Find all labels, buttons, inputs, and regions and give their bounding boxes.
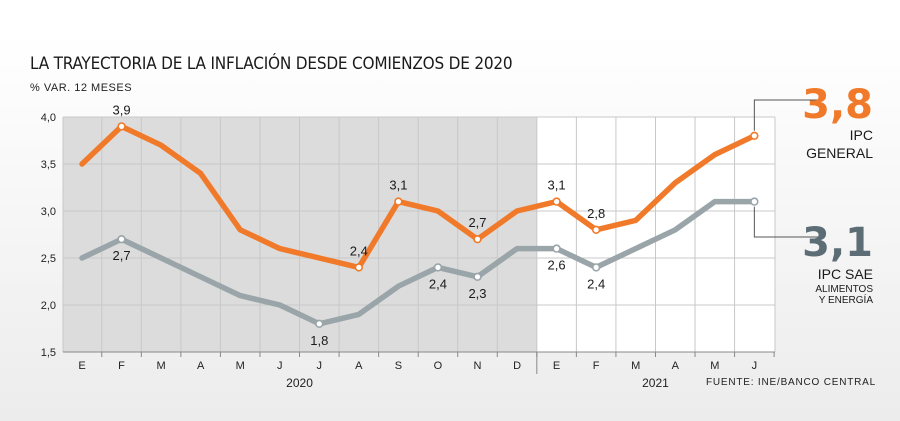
x-tick-label: M [631,360,640,372]
year-label: 2021 [642,376,669,390]
x-tick-label: F [593,360,600,372]
callout-value-general: 3,8 [802,82,873,128]
series-line-ipc_sae [79,198,758,327]
callout-value-sae: 3,1 [802,220,873,266]
y-tick-label: 2,0 [41,300,56,312]
source-label: FUENTE: INE/BANCO CENTRAL [705,377,876,388]
y-tick-label: 3,5 [41,159,56,171]
x-tick-label: J [752,360,758,372]
callout-label-sae-2: ALIMENTOS [815,284,873,295]
data-point-ipc_sae [315,319,324,328]
x-tick-label: E [553,360,560,372]
data-label-ipc_general: 3,1 [389,178,407,193]
y-tick-label: 3,0 [41,206,56,218]
data-point-ipc_sae [433,263,443,272]
x-tick-label: A [355,360,363,372]
year-label: 2020 [286,376,313,390]
data-label-ipc_sae: 2,3 [468,286,486,301]
chart-title: LA TRAYECTORIA DE LA INFLACIÓN DESDE COM… [30,54,513,74]
x-tick-label: F [118,360,125,372]
data-label-ipc_sae: 1,8 [310,333,328,348]
callout-leader-sae [753,206,822,238]
x-tick-label: E [78,360,85,372]
data-point-ipc_general [750,131,759,141]
data-point-ipc_general [117,122,126,131]
data-label-ipc_sae: 2,7 [113,248,131,263]
y-tick-label: 2,5 [41,253,56,265]
callout-label-general-2: GENERAL [806,145,873,161]
data-point-ipc_general [354,263,364,272]
data-label-ipc_general: 2,8 [587,206,605,221]
x-tick-label: M [710,360,719,372]
x-tick-label: M [236,360,245,372]
data-label-ipc_sae: 2,4 [429,276,447,291]
x-tick-label: N [474,360,482,372]
series-line-ipc_general [79,123,758,271]
data-label-ipc_general: 2,7 [468,215,486,230]
data-point-ipc_general [473,235,482,244]
callout-label-sae: IPC SAE [818,266,873,282]
data-label-ipc_sae: 2,4 [587,276,605,291]
x-tick-label: J [277,360,283,372]
data-label-ipc_sae: 2,6 [548,258,566,273]
x-tick-label: S [395,360,402,372]
data-label-ipc_general: 3,1 [548,178,566,193]
data-point-ipc_sae [117,235,126,244]
data-point-ipc_general [591,225,601,235]
callout-label-general: IPC [850,127,873,143]
data-point-ipc_general [394,197,403,206]
data-point-ipc_sae [473,272,482,281]
x-tick-label: A [672,360,680,372]
data-label-ipc_general: 2,4 [350,243,368,258]
unit-label: % VAR. 12 MESES [30,82,133,94]
y-tick-label: 4,0 [41,112,56,124]
x-tick-label: O [434,360,443,372]
x-tick-label: M [157,360,166,372]
data-point-ipc_sae [750,197,759,206]
data-point-ipc_general [552,197,561,206]
x-tick-label: J [317,360,323,372]
x-tick-label: A [197,360,205,372]
y-tick-label: 1,5 [41,347,56,359]
data-point-ipc_sae [552,244,561,253]
data-point-ipc_sae [591,263,601,272]
callout-label-sae-3: Y ENERGÍA [819,293,874,306]
callout-leader-general [753,99,822,131]
x-tick-label: D [513,360,521,372]
data-label-ipc_general: 3,9 [113,102,131,117]
